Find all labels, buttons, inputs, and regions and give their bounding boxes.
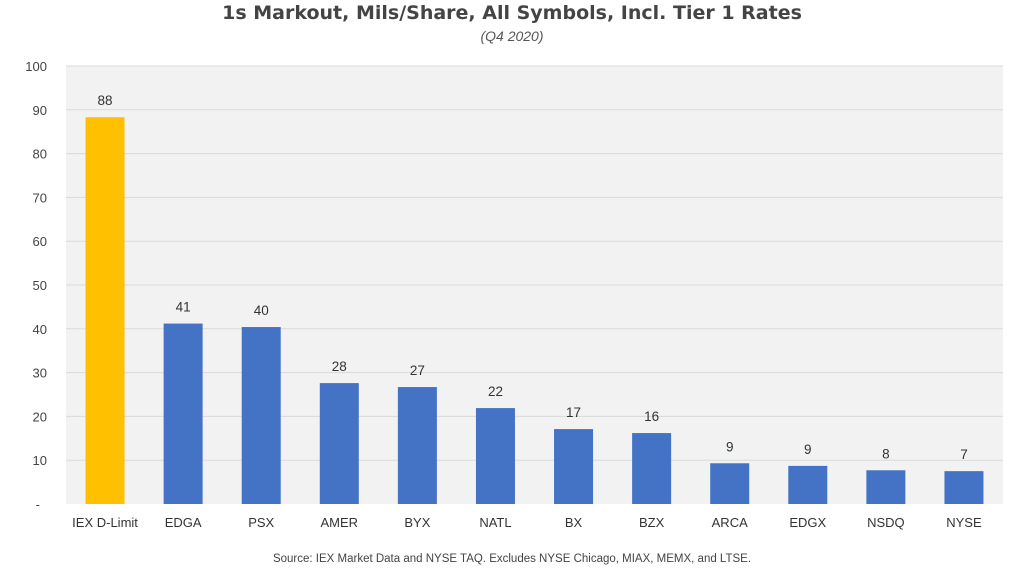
x-tick-label: PSX [248, 515, 274, 530]
data-label: 88 [98, 93, 113, 108]
bar [554, 429, 594, 504]
y-tick-label: 50 [33, 278, 47, 293]
x-tick-label: BYX [404, 515, 430, 530]
y-tick-label: 20 [33, 409, 47, 424]
data-label: 16 [644, 409, 659, 424]
y-tick-label: 90 [33, 103, 47, 118]
bar [710, 463, 750, 504]
source-note: Source: IEX Market Data and NYSE TAQ. Ex… [272, 553, 752, 565]
bar [319, 383, 359, 504]
y-tick-label: 60 [33, 234, 47, 249]
y-tick-label: 80 [33, 147, 47, 162]
x-tick-label: AMER [321, 515, 359, 530]
y-tick-label: 10 [33, 453, 47, 468]
data-label: 17 [566, 405, 581, 420]
x-tick-label: ARCA [712, 515, 748, 530]
data-label: 28 [332, 359, 347, 374]
data-label: 40 [254, 303, 269, 318]
chart-subtitle: (Q4 2020) [480, 28, 544, 44]
bar [944, 471, 984, 504]
y-tick-label: 100 [25, 59, 47, 74]
bar [241, 327, 281, 504]
y-tick-label: 70 [33, 190, 47, 205]
data-label: 22 [488, 384, 503, 399]
bar [397, 387, 437, 504]
data-label: 9 [726, 439, 734, 454]
x-tick-label: BZX [639, 515, 665, 530]
y-tick-label: 30 [33, 366, 47, 381]
x-tick-label: IEX D-Limit [72, 515, 138, 530]
bar-chart: - 10 20 30 40 50 60 70 80 90 100 88 IEX D-Limit 41 EDG… [25, 59, 1003, 530]
bar [85, 117, 125, 504]
bar [866, 470, 906, 504]
data-label: 8 [882, 446, 890, 461]
x-tick-label: NYSE [946, 515, 982, 530]
data-label: 9 [804, 442, 812, 457]
x-tick-label: EDGA [165, 515, 202, 530]
bar [632, 433, 672, 504]
data-label: 41 [176, 300, 191, 315]
bar [475, 408, 515, 504]
bar [163, 323, 203, 504]
y-tick-label: - [36, 497, 40, 512]
x-tick-label: EDGX [789, 515, 826, 530]
y-tick-label: 40 [33, 322, 47, 337]
data-label: 7 [960, 447, 968, 462]
x-tick-label: NSDQ [867, 515, 905, 530]
data-label: 27 [410, 363, 425, 378]
bar [788, 465, 828, 504]
x-tick-label: NATL [479, 515, 511, 530]
chart-title: 1s Markout, Mils/Share, All Symbols, Inc… [222, 2, 802, 24]
x-tick-label: BX [565, 515, 583, 530]
